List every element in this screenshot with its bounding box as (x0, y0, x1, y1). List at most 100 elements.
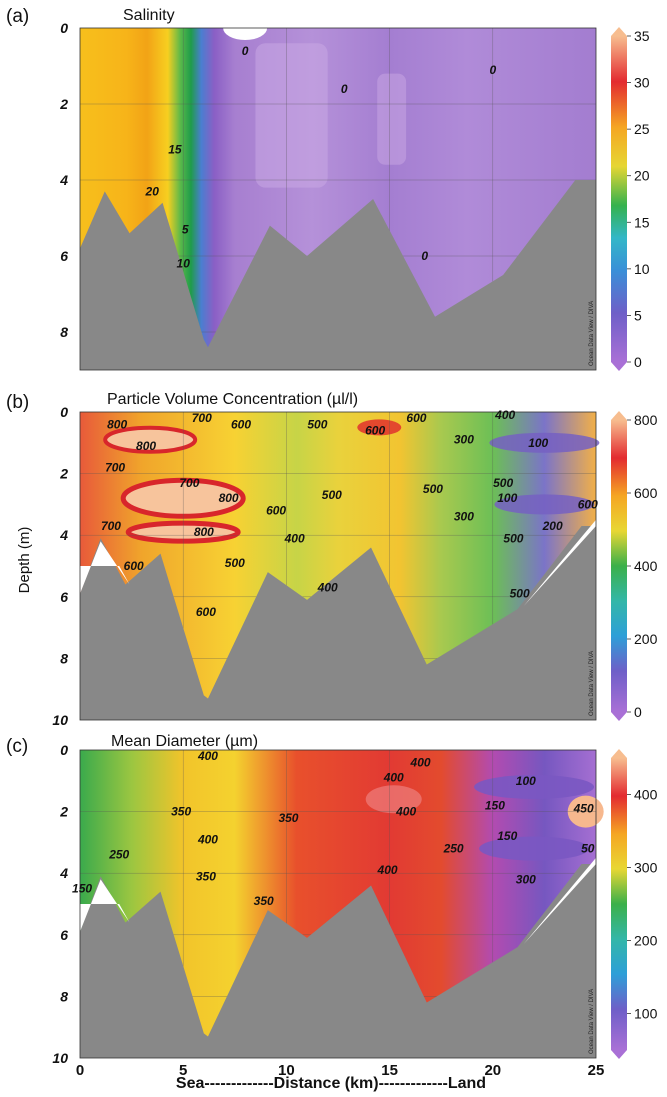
y-axis-label: Depth (m) (16, 527, 33, 594)
no-data-area (523, 519, 596, 607)
x-tick-label: 15 (381, 1062, 398, 1079)
no-data-area (80, 879, 130, 932)
contour-label: 15 (168, 143, 182, 157)
contour-label: 200 (542, 519, 563, 533)
y-tick-label: 6 (60, 248, 68, 264)
y-tick-label: 6 (60, 927, 68, 943)
colorbar-tick-label: 300 (634, 860, 658, 876)
contour-label: 400 (197, 749, 218, 763)
colorbar-tick-label: 400 (634, 787, 658, 803)
large-diameter-band (365, 785, 422, 814)
no-data-area (523, 857, 596, 945)
colorbar-tick-label: 35 (634, 28, 650, 44)
no-data-area (80, 541, 130, 594)
contour-label: 5 (182, 222, 189, 236)
plot-frame (79, 411, 597, 721)
contour-label: 600 (406, 411, 426, 425)
contour-label: 150 (485, 798, 505, 812)
colorbar (611, 758, 627, 1050)
contour-label: 250 (443, 842, 464, 856)
contour-label: 700 (101, 519, 121, 533)
colorbar-cap-bottom (611, 1050, 627, 1059)
contour-label: 0 (242, 44, 249, 58)
contour-label: 600 (266, 504, 286, 518)
panel-label: (b) (6, 392, 29, 413)
watermark: Ocean Data View / DIVA (589, 989, 595, 1054)
low-concentration-band (494, 494, 595, 515)
colorbar-tick-label: 800 (634, 412, 658, 428)
contour-label: 600 (365, 423, 385, 437)
panel-title: Salinity (123, 7, 175, 24)
contour-label: 250 (108, 848, 129, 862)
contour-label: 400 (284, 531, 305, 545)
contour-label: 700 (179, 476, 199, 490)
contour-label: 20 (145, 184, 160, 198)
contour-label: 100 (497, 491, 517, 505)
contour-label: 400 (494, 408, 515, 422)
x-tick-label: 0 (76, 1062, 84, 1079)
contour-label: 400 (395, 805, 416, 819)
contour-label: 300 (516, 872, 536, 886)
y-tick-label: 4 (59, 527, 68, 543)
contour-label: 100 (528, 436, 548, 450)
contour-label: 500 (225, 556, 245, 570)
contour-label: 700 (105, 460, 125, 474)
watermark: Ocean Data View / DIVA (589, 301, 595, 366)
contour-label: 150 (497, 829, 517, 843)
contour-label: 350 (196, 869, 216, 883)
colorbar-cap-top (611, 411, 627, 420)
low-concentration-band (489, 432, 600, 453)
contour-label: 500 (503, 531, 523, 545)
contour-label: 500 (307, 417, 327, 431)
y-tick-label: 0 (60, 404, 68, 420)
watermark: Ocean Data View / DIVA (589, 651, 595, 716)
colorbar (611, 36, 627, 362)
seabed (80, 180, 596, 370)
contour-label: 100 (516, 774, 536, 788)
plot-frame (79, 749, 597, 1059)
contour-label: 800 (219, 491, 239, 505)
colorbar-tick-label: 600 (634, 485, 658, 501)
contour-label: 0 (421, 249, 428, 263)
contour-label: 400 (410, 755, 431, 769)
high-concentration-band (357, 419, 402, 436)
contour-label: 600 (231, 417, 251, 431)
low-salinity-cell (255, 43, 328, 188)
contour-label: 350 (254, 894, 274, 908)
x-tick-label: 5 (179, 1062, 187, 1079)
contour-label: 10 (177, 257, 191, 271)
contour-label: 400 (317, 581, 338, 595)
y-tick-label: 0 (60, 20, 68, 36)
contour-label: 500 (322, 488, 342, 502)
contour-label: 0 (341, 82, 348, 96)
colorbar-cap-bottom (611, 712, 627, 721)
contour-label: 0 (489, 63, 496, 77)
x-tick-label: 20 (484, 1062, 501, 1079)
contour-label: 350 (171, 805, 191, 819)
colorbar-tick-label: 30 (634, 75, 650, 91)
contour-label: 400 (197, 832, 218, 846)
y-tick-label: 2 (59, 96, 68, 112)
contour-label: 300 (454, 510, 474, 524)
y-tick-label: 4 (59, 865, 68, 881)
colorbar-tick-label: 5 (634, 307, 642, 323)
colorbar-cap-bottom (611, 362, 627, 371)
contour-label: 600 (196, 605, 216, 619)
contour-label: 400 (377, 863, 398, 877)
small-diameter-band (479, 836, 590, 861)
y-tick-label: 2 (59, 804, 68, 820)
contour-label: 150 (72, 882, 92, 896)
x-tick-label: 25 (588, 1062, 605, 1079)
panel-label: (c) (6, 736, 28, 757)
y-tick-label: 8 (60, 324, 68, 340)
colorbar-cap-top (611, 749, 627, 758)
contour-label: 400 (383, 771, 404, 785)
colorbar-tick-label: 10 (634, 261, 650, 277)
contour-label: 600 (578, 497, 598, 511)
seabed (80, 525, 596, 720)
y-tick-label: 2 (59, 466, 68, 482)
contour-label: 800 (136, 439, 156, 453)
colorbar-tick-label: 25 (634, 121, 650, 137)
colorbar-tick-label: 0 (634, 704, 642, 720)
